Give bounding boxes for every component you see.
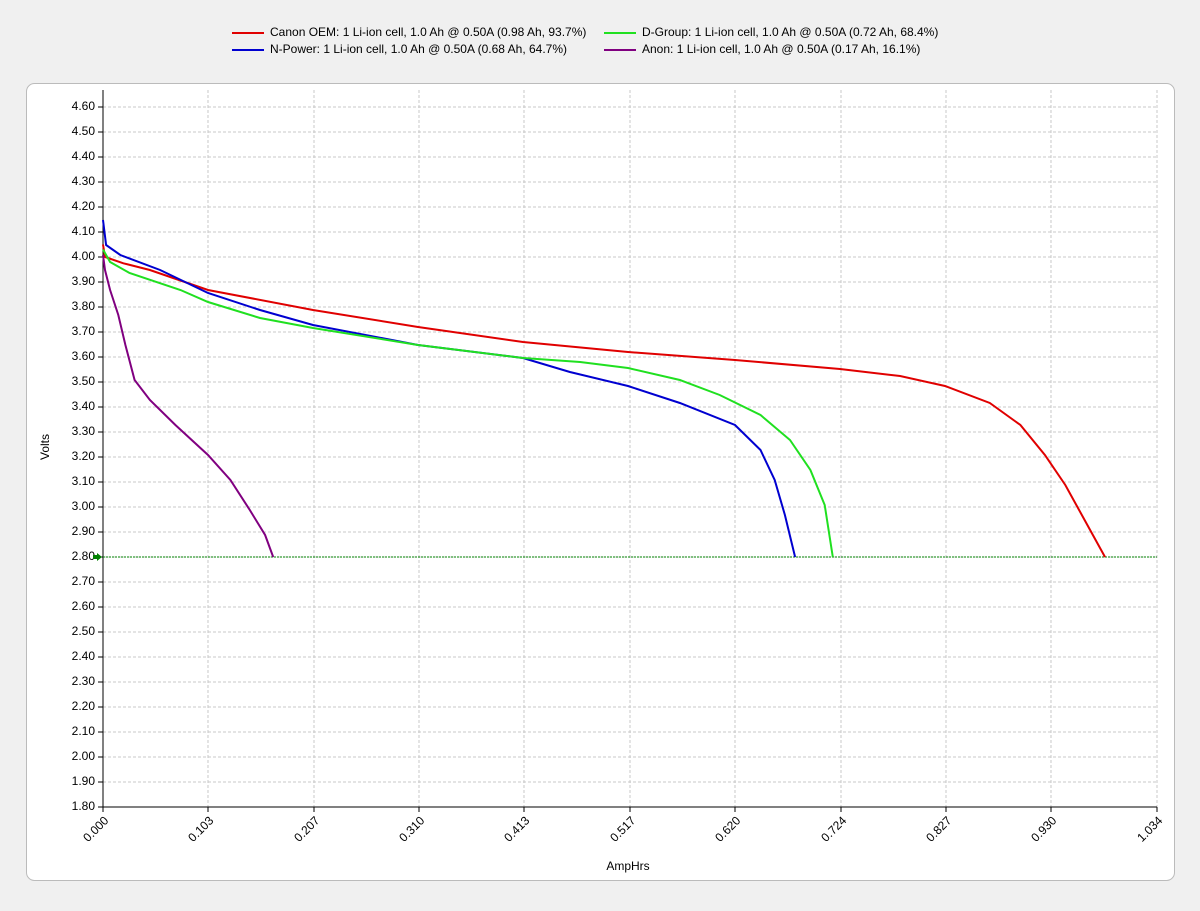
y-tick-label: 2.70 <box>72 574 96 588</box>
y-tick-label: 2.90 <box>72 524 96 538</box>
y-tick-label: 2.60 <box>72 599 96 613</box>
y-tick-label: 3.10 <box>72 474 96 488</box>
reference-marker <box>93 553 102 561</box>
y-tick-label: 4.10 <box>72 224 96 238</box>
y-tick-label: 3.60 <box>72 349 96 363</box>
y-tick-label: 2.30 <box>72 674 96 688</box>
y-tick-label: 3.50 <box>72 374 96 388</box>
y-tick-label: 3.90 <box>72 274 96 288</box>
y-tick-label: 2.80 <box>72 549 96 563</box>
legend-label: D-Group: 1 Li-ion cell, 1.0 Ah @ 0.50A (… <box>642 25 938 39</box>
y-tick-label: 3.30 <box>72 424 96 438</box>
legend-label: Canon OEM: 1 Li-ion cell, 1.0 Ah @ 0.50A… <box>270 25 586 39</box>
y-tick-label: 2.20 <box>72 699 96 713</box>
data-line <box>102 254 275 558</box>
y-tick-label: 1.80 <box>72 799 96 813</box>
data-line <box>102 249 834 558</box>
x-axis-label: AmpHrs <box>606 859 649 873</box>
y-tick-label: 3.40 <box>72 399 96 413</box>
legend-label: Anon: 1 Li-ion cell, 1.0 Ah @ 0.50A (0.1… <box>642 42 920 56</box>
y-tick-label: 1.90 <box>72 774 96 788</box>
y-tick-label: 4.20 <box>72 199 96 213</box>
y-tick-label: 3.80 <box>72 299 96 313</box>
data-line <box>102 244 1106 558</box>
y-tick-label: 4.30 <box>72 174 96 188</box>
legend-label: N-Power: 1 Li-ion cell, 1.0 Ah @ 0.50A (… <box>270 42 567 56</box>
y-axis-label: Volts <box>38 434 52 460</box>
y-tick-label: 4.40 <box>72 149 96 163</box>
y-tick-label: 2.40 <box>72 649 96 663</box>
y-tick-label: 4.60 <box>72 99 96 113</box>
y-tick-label: 3.20 <box>72 449 96 463</box>
y-tick-label: 2.50 <box>72 624 96 638</box>
y-tick-label: 4.00 <box>72 249 96 263</box>
y-tick-label: 3.70 <box>72 324 96 338</box>
y-tick-label: 3.00 <box>72 499 96 513</box>
y-tick-label: 4.50 <box>72 124 96 138</box>
y-tick-label: 2.10 <box>72 724 96 738</box>
y-tick-label: 2.00 <box>72 749 96 763</box>
